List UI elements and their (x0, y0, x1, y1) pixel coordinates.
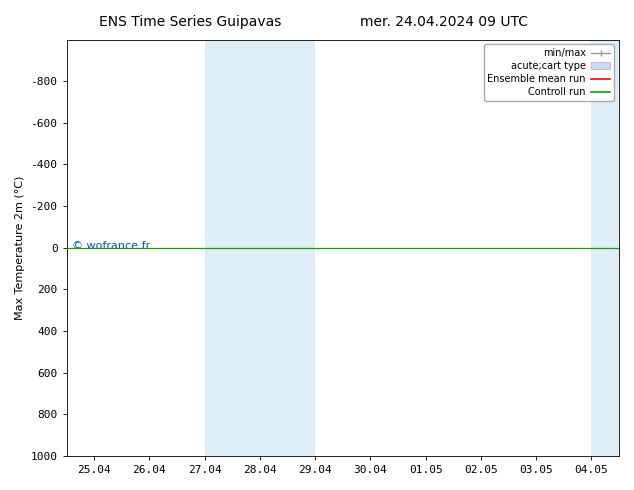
Bar (592, 40, 619, 456)
Text: © wofrance.fr: © wofrance.fr (72, 242, 150, 251)
Text: ENS Time Series Guipavas: ENS Time Series Guipavas (99, 15, 281, 29)
Y-axis label: Max Temperature 2m (°C): Max Temperature 2m (°C) (15, 175, 25, 320)
Legend: min/max, acute;cart type, Ensemble mean run, Controll run: min/max, acute;cart type, Ensemble mean … (484, 45, 614, 101)
Text: mer. 24.04.2024 09 UTC: mer. 24.04.2024 09 UTC (360, 15, 527, 29)
Bar (205, 40, 315, 456)
